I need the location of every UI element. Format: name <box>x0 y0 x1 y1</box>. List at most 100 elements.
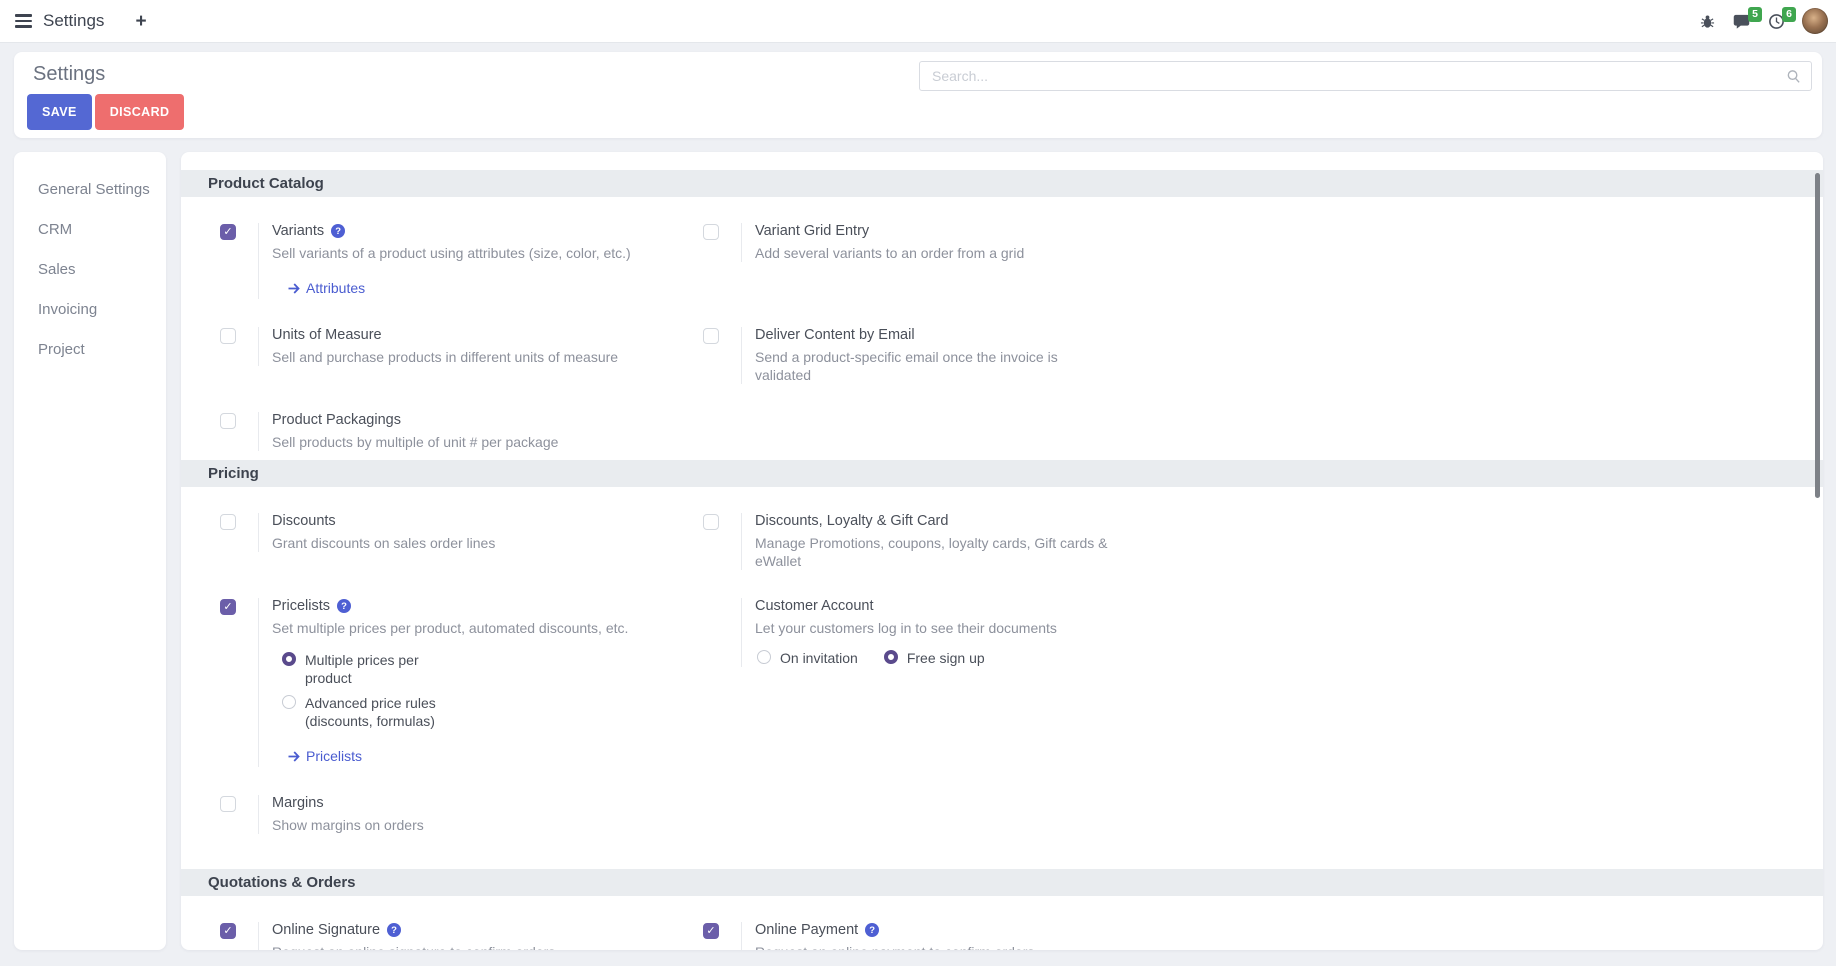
save-button[interactable]: SAVE <box>27 94 92 130</box>
radio-label: Free sign up <box>906 649 985 666</box>
app-title: Settings <box>43 11 105 30</box>
variants-checkbox[interactable]: ✓ <box>220 224 236 240</box>
variant-grid-entry-checkbox[interactable]: ✓ <box>703 224 719 240</box>
sidebar-item-invoicing[interactable]: Invoicing <box>38 301 98 318</box>
menu-icon[interactable] <box>15 11 32 31</box>
units-of-measure-checkbox[interactable]: ✓ <box>220 327 236 344</box>
section-product-catalog: Product Catalog ✓ Variants? Sell variant… <box>181 170 1823 452</box>
setting-discounts: ✓ Discounts Grant discounts on sales ord… <box>181 513 686 553</box>
activity-clock-icon[interactable]: 6 <box>1768 6 1796 30</box>
divider <box>258 794 259 834</box>
setting-discounts-loyalty-gift-card: ✓ Discounts, Loyalty & Gift Card Manage … <box>686 513 1823 571</box>
online-payment-checkbox[interactable]: ✓ <box>703 923 719 939</box>
chat-badge: 5 <box>1748 6 1762 22</box>
setting-product-packagings: ✓ Product Packagings Sell products by mu… <box>181 412 686 452</box>
setting-customer-account: Customer Account Let your customers log … <box>686 598 1823 667</box>
sidebar-item-general-settings[interactable]: General Settings <box>38 181 150 198</box>
setting-label: Online Signature <box>272 922 381 938</box>
setting-pricelists: ✓ Pricelists? Set multiple prices per pr… <box>181 598 686 767</box>
setting-desc: Sell products by multiple of unit # per … <box>272 434 559 451</box>
radio-label: Multiple prices per product <box>305 651 419 686</box>
search-input[interactable] <box>920 68 1786 84</box>
arrow-right-icon <box>288 283 300 294</box>
online-signature-help-icon[interactable]: ? <box>387 923 402 937</box>
setting-deliver-content-by-email: ✓ Deliver Content by Email Send a produc… <box>686 326 1823 385</box>
attributes-link[interactable]: Attributes <box>288 280 365 296</box>
setting-label: Variants <box>272 223 325 239</box>
chat-icon[interactable]: 5 <box>1732 6 1762 30</box>
setting-desc: Send a product-specific email once the i… <box>755 348 1058 383</box>
plus-icon[interactable]: + <box>135 10 147 32</box>
section-title: Quotations & Orders <box>181 869 1823 896</box>
setting-units-of-measure: ✓ Units of Measure Sell and purchase pro… <box>181 326 686 366</box>
margins-checkbox[interactable]: ✓ <box>220 795 236 812</box>
pricelists-checkbox[interactable]: ✓ <box>220 599 236 616</box>
settings-sidebar: General Settings CRM Sales Invoicing Pro… <box>14 152 166 950</box>
search-bar <box>919 61 1812 91</box>
setting-online-signature: ✓ Online Signature? Request an online si… <box>181 922 686 950</box>
sidebar-item-project[interactable]: Project <box>38 341 85 358</box>
discard-button[interactable]: DISCARD <box>94 94 185 130</box>
setting-online-payment: ✓ Online Payment? Request an online paym… <box>686 922 1823 950</box>
setting-label: Pricelists <box>272 598 331 615</box>
vertical-scrollbar[interactable] <box>1815 173 1820 498</box>
deliver-content-by-email-checkbox[interactable]: ✓ <box>703 327 719 344</box>
on-invitation-radio[interactable]: On invitation <box>757 649 858 667</box>
user-avatar[interactable] <box>1802 8 1828 34</box>
divider <box>741 922 742 950</box>
radio-label: Advanced price rules (discounts, formula… <box>305 694 436 730</box>
product-packagings-checkbox[interactable]: ✓ <box>220 413 236 430</box>
section-quotations-orders: Quotations & Orders ✓ Online Signature? … <box>181 869 1823 950</box>
radio-icon[interactable] <box>282 651 296 666</box>
setting-label: Online Payment <box>755 922 859 938</box>
setting-label: Variant Grid Entry <box>755 223 870 239</box>
setting-label: Units of Measure <box>272 326 382 343</box>
setting-desc: Request an online payment to confirm ord… <box>755 943 1034 950</box>
divider <box>741 598 742 667</box>
setting-desc: Manage Promotions, coupons, loyalty card… <box>755 535 1108 570</box>
multiple-prices-radio[interactable]: Multiple prices per product <box>282 651 628 687</box>
discounts-checkbox[interactable]: ✓ <box>220 514 236 530</box>
top-navbar: Settings + 5 6 <box>0 0 1836 43</box>
online-signature-checkbox[interactable]: ✓ <box>220 923 236 939</box>
variants-help-icon[interactable]: ? <box>331 224 346 238</box>
page-title: Settings <box>33 63 106 85</box>
setting-desc: Set multiple prices per product, automat… <box>272 620 629 637</box>
radio-icon[interactable] <box>883 649 898 664</box>
settings-content: Product Catalog ✓ Variants? Sell variant… <box>181 152 1823 950</box>
pricelists-help-icon[interactable]: ? <box>337 599 352 614</box>
setting-label: Customer Account <box>755 598 874 615</box>
setting-desc: Grant discounts on sales order lines <box>272 535 496 551</box>
bug-icon[interactable] <box>1700 14 1715 29</box>
setting-label: Margins <box>272 794 324 811</box>
advanced-price-rules-radio[interactable]: Advanced price rules (discounts, formula… <box>282 694 628 730</box>
section-title: Pricing <box>181 460 1823 487</box>
check-icon: ✓ <box>223 225 233 238</box>
setting-desc: Let your customers log in to see their d… <box>755 620 1057 637</box>
setting-variants: ✓ Variants? Sell variants of a product u… <box>181 223 686 299</box>
settings-header: Settings SAVE DISCARD <box>14 52 1822 138</box>
discounts-loyalty-gift-card-checkbox[interactable]: ✓ <box>703 514 719 530</box>
arrow-right-icon <box>288 751 300 762</box>
setting-variant-grid-entry: ✓ Variant Grid Entry Add several variant… <box>686 223 1823 263</box>
pricelists-link[interactable]: Pricelists <box>288 748 362 764</box>
divider <box>741 223 742 263</box>
radio-icon[interactable] <box>282 694 296 709</box>
sidebar-item-crm[interactable]: CRM <box>38 221 73 238</box>
setting-label: Discounts, Loyalty & Gift Card <box>755 513 949 529</box>
setting-desc: Sell variants of a product using attribu… <box>272 245 631 261</box>
check-icon: ✓ <box>223 924 233 937</box>
radio-icon[interactable] <box>757 649 771 664</box>
section-pricing: Pricing ✓ Discounts Grant discounts on s… <box>181 460 1823 834</box>
divider <box>741 513 742 571</box>
setting-desc: Sell and purchase products in different … <box>272 348 619 365</box>
search-icon[interactable] <box>1786 69 1801 84</box>
setting-margins: ✓ Margins Show margins on orders <box>181 794 686 834</box>
setting-label: Discounts <box>272 513 336 529</box>
free-sign-up-radio[interactable]: Free sign up <box>883 649 985 667</box>
online-payment-help-icon[interactable]: ? <box>865 923 880 937</box>
divider <box>258 326 259 366</box>
setting-label: Deliver Content by Email <box>755 326 915 343</box>
sidebar-item-sales[interactable]: Sales <box>38 261 76 278</box>
divider <box>741 326 742 385</box>
